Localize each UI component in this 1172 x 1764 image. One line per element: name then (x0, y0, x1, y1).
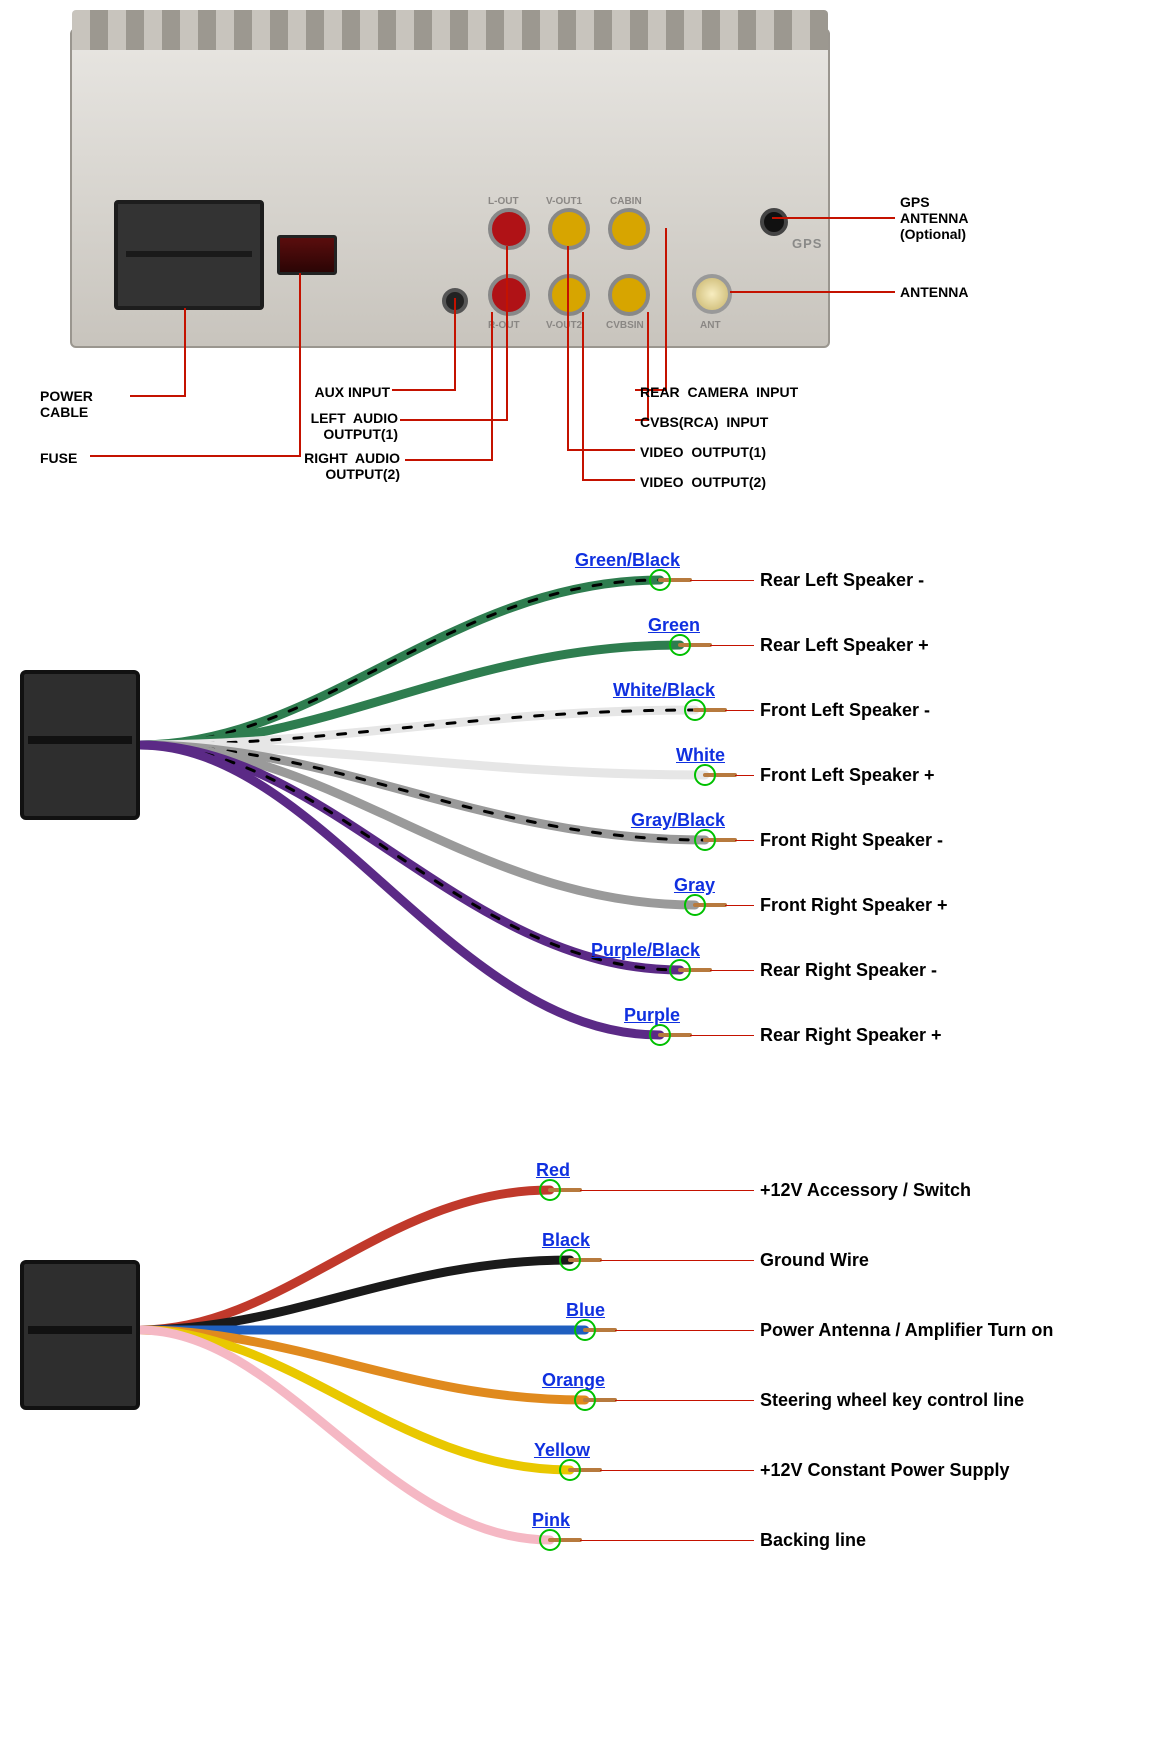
label-gps-antenna: GPS ANTENNA (Optional) (900, 194, 968, 242)
head-unit-diagram: GPS L-OUT V-OUT1 CABIN R-OUT V-OUT2 CVBS… (0, 0, 1172, 520)
wire-leader-line (690, 580, 754, 581)
wire-leader-line (710, 645, 754, 646)
wire-color-label: Yellow (430, 1440, 590, 1461)
wire-tip-ring-icon (669, 959, 691, 981)
speaker-harness: Green/Black Rear Left Speaker - Green Rear … (0, 550, 1172, 1110)
wire-function-label: Rear Left Speaker + (760, 635, 929, 656)
wire-function-label: +12V Accessory / Switch (760, 1180, 971, 1201)
wire-function-label: Front Right Speaker + (760, 895, 948, 916)
wire-leader-line (735, 775, 754, 776)
wire-color-label: Green/Black (520, 550, 680, 571)
speaker-wire (140, 710, 695, 745)
wire-tip-ring-icon (574, 1389, 596, 1411)
wire-leader-line (725, 710, 754, 711)
wire-color-label: Purple (520, 1005, 680, 1026)
label-video-out-1: VIDEO OUTPUT(1) (640, 444, 766, 460)
wire-tip-ring-icon (574, 1319, 596, 1341)
wire-tip-ring-icon (669, 634, 691, 656)
speaker-iso-plug (20, 670, 140, 820)
wire-color-label: Orange (445, 1370, 605, 1391)
top-leader-lines (0, 0, 1172, 520)
wire-function-label: Front Left Speaker + (760, 765, 935, 786)
wire-color-label: White/Black (555, 680, 715, 701)
wire-function-label: Rear Left Speaker - (760, 570, 924, 591)
wire-tip-ring-icon (649, 1024, 671, 1046)
wire-tip-ring-icon (539, 1179, 561, 1201)
wire-tip-ring-icon (559, 1459, 581, 1481)
wire-function-label: Power Antenna / Amplifier Turn on (760, 1320, 1053, 1341)
wire-tip-ring-icon (694, 764, 716, 786)
wire-color-label: Blue (445, 1300, 605, 1321)
wire-leader-line (725, 905, 754, 906)
wire-tip-ring-icon (684, 699, 706, 721)
wire-leader-line (580, 1190, 754, 1191)
wire-tip-ring-icon (694, 829, 716, 851)
wire-tip-ring-icon (649, 569, 671, 591)
wire-leader-line (710, 970, 754, 971)
wire-color-label: Red (410, 1160, 570, 1181)
label-video-out-2: VIDEO OUTPUT(2) (640, 474, 766, 490)
wire-leader-line (735, 840, 754, 841)
wire-function-label: Backing line (760, 1530, 866, 1551)
wire-tip-ring-icon (559, 1249, 581, 1271)
label-antenna: ANTENNA (900, 284, 968, 300)
wire-leader-line (615, 1400, 754, 1401)
speaker-wires-svg (140, 550, 840, 1095)
speaker-wire-stripe (140, 745, 680, 970)
wire-function-label: Front Left Speaker - (760, 700, 930, 721)
label-rear-camera: REAR CAMERA INPUT (640, 384, 798, 400)
wire-tip-ring-icon (684, 894, 706, 916)
wire-function-label: Steering wheel key control line (760, 1390, 1024, 1411)
wire-function-label: Rear Right Speaker - (760, 960, 937, 981)
wire-color-label: Gray/Black (565, 810, 725, 831)
power-iso-plug (20, 1260, 140, 1410)
wire-function-label: Ground Wire (760, 1250, 869, 1271)
label-cvbs-input: CVBS(RCA) INPUT (640, 414, 768, 430)
wire-leader-line (600, 1260, 754, 1261)
speaker-wire (140, 745, 680, 970)
wire-color-label: Purple/Black (540, 940, 700, 961)
label-left-audio: LEFT AUDIO OUTPUT(1) (278, 410, 398, 442)
wire-function-label: +12V Constant Power Supply (760, 1460, 1010, 1481)
wire-color-label: Green (540, 615, 700, 636)
label-fuse: FUSE (40, 450, 77, 466)
wire-leader-line (600, 1470, 754, 1471)
wire-leader-line (690, 1035, 754, 1036)
wire-color-label: Gray (555, 875, 715, 896)
label-right-audio: RIGHT AUDIO OUTPUT(2) (270, 450, 400, 482)
power-harness: Red+12V Accessory / SwitchBlackGround Wi… (0, 1170, 1172, 1630)
wire-leader-line (580, 1540, 754, 1541)
wire-tip-ring-icon (539, 1529, 561, 1551)
label-aux-input: AUX INPUT (300, 384, 390, 400)
wire-color-label: Pink (410, 1510, 570, 1531)
label-power-cable: POWER CABLE (40, 388, 93, 420)
wire-color-label: White (565, 745, 725, 766)
wire-function-label: Rear Right Speaker + (760, 1025, 942, 1046)
wire-function-label: Front Right Speaker - (760, 830, 943, 851)
wire-leader-line (615, 1330, 754, 1331)
wire-color-label: Black (430, 1230, 590, 1251)
speaker-wire (140, 580, 660, 745)
